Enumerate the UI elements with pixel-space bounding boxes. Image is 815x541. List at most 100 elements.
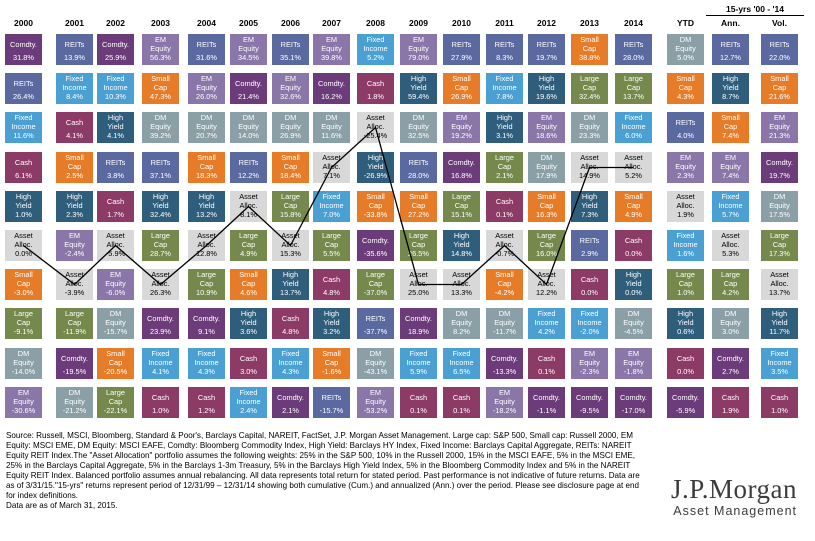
cell-value: 6.0% <box>625 131 642 141</box>
cell-2006-large-cap: Large Cap 15.8% <box>272 191 309 222</box>
cell-label: Asset Alloc. <box>106 231 125 249</box>
cell-2003-large-cap: Large Cap 28.7% <box>142 230 179 261</box>
cell-value: -11.9% <box>63 327 86 337</box>
cell-value: 3.0% <box>722 327 739 337</box>
cell-label: EM Equity <box>105 270 126 288</box>
cell-value: 4.2% <box>538 327 555 337</box>
cell-label: EM Equity <box>408 35 429 53</box>
cell-value: -9.1% <box>13 327 34 337</box>
cell-label: Asset Alloc. <box>151 270 170 288</box>
cell-label: DM Equity <box>536 153 557 171</box>
cell-label: Fixed Income <box>492 74 517 92</box>
cell-2010-large-cap: Large Cap 15.1% <box>443 191 480 222</box>
cell-2007-fixed-income: Fixed Income 7.0% <box>313 191 350 222</box>
cell-value: 4.1% <box>152 367 169 377</box>
cell-value: -13.3% <box>492 367 517 377</box>
cell-2004-asset-alloc: Asset Alloc. 12.8% <box>188 230 225 261</box>
cell-value: -18.2% <box>492 406 517 416</box>
cell-2011-dm-equity: DM Equity -11.7% <box>486 308 523 339</box>
cell-label: Asset Alloc. <box>409 270 428 288</box>
cell-label: Cash <box>495 197 514 206</box>
cell-label: REITs <box>536 40 557 49</box>
cell-2005-asset-alloc: Asset Alloc. 8.1% <box>230 191 267 222</box>
cell-value: -1.8% <box>623 367 644 377</box>
cell-value: -37.7% <box>363 327 388 337</box>
cell-label: EM Equity <box>536 113 557 131</box>
cell-label: DM Equity <box>579 113 600 131</box>
cell-2007-asset-alloc: Asset Alloc. 7.1% <box>313 152 350 183</box>
cell-value: 26.5% <box>408 249 429 259</box>
cell-label: REITs <box>13 79 34 88</box>
cell-label: High Yield <box>282 270 299 288</box>
cell-label: Fixed Income <box>62 74 87 92</box>
cell-value: 35.1% <box>280 53 301 63</box>
cell-2002-dm-equity: DM Equity -15.7% <box>97 308 134 339</box>
cell-label: DM Equity <box>64 388 85 406</box>
cell-2008-large-cap: Large Cap -37.0% <box>357 269 394 300</box>
cell-2001-reits: REITs 13.9% <box>56 34 93 65</box>
cell-label: REITs <box>675 118 696 127</box>
cell-vol.-asset-alloc: Asset Alloc. 13.7% <box>761 269 798 300</box>
cell-label: EM Equity <box>13 388 34 406</box>
header-2014: 2014 <box>624 18 643 28</box>
cell-2000-em-equity: EM Equity -30.6% <box>5 387 42 418</box>
cell-value: 4.9% <box>625 210 642 220</box>
cell-value: 18.4% <box>280 171 301 181</box>
cell-2011-reits: REITs 8.3% <box>486 34 523 65</box>
cell-label: Large Cap <box>770 231 789 249</box>
cell-value: 4.3% <box>677 92 694 102</box>
cell-value: 11.6% <box>13 131 34 141</box>
cell-value: 28.0% <box>408 171 429 181</box>
cell-value: 2.3% <box>66 210 83 220</box>
cell-2013-fixed-income: Fixed Income -2.0% <box>571 308 608 339</box>
cell-value: 15.1% <box>451 210 472 220</box>
cell-value: 5.0% <box>677 53 694 63</box>
cell-2009-comdty: Comdty. 18.9% <box>400 308 437 339</box>
cell-label: High Yield <box>625 270 642 288</box>
cell-ytd-reits: REITs 4.0% <box>667 112 704 143</box>
cell-value: 21.4% <box>238 92 259 102</box>
cell-label: Fixed Income <box>236 388 261 406</box>
cell-label: DM Equity <box>105 309 126 327</box>
cell-value: 25.0% <box>408 288 429 298</box>
cell-2013-large-cap: Large Cap 32.4% <box>571 73 608 104</box>
cell-label: Small Cap <box>409 192 428 210</box>
cell-label: High Yield <box>677 309 694 327</box>
cell-label: Comdty. <box>576 393 603 402</box>
cell-2012-comdty: Comdty. -1.1% <box>528 387 565 418</box>
cell-value: 15.8% <box>280 210 301 220</box>
header-2013: 2013 <box>580 18 599 28</box>
cell-2000-asset-alloc: Asset Alloc. 0.0% <box>5 230 42 261</box>
cell-2004-fixed-income: Fixed Income 4.3% <box>188 348 225 379</box>
logo-subtitle: Asset Management <box>673 504 797 518</box>
cell-label: High Yield <box>538 74 555 92</box>
cell-2001-small-cap: Small Cap 2.5% <box>56 152 93 183</box>
header-2002: 2002 <box>106 18 125 28</box>
cell-2007-large-cap: Large Cap 5.5% <box>313 230 350 261</box>
cell-label: EM Equity <box>720 153 741 171</box>
cell-2006-reits: REITs 35.1% <box>272 34 309 65</box>
cell-label: Comdty. <box>766 158 793 167</box>
cell-label: Cash <box>151 393 170 402</box>
cell-label: Asset Alloc. <box>624 153 643 171</box>
cell-value: 3.8% <box>107 171 124 181</box>
cell-label: Comdty. <box>491 354 518 363</box>
cell-label: High Yield <box>15 192 32 210</box>
cell-ann.-em-equity: EM Equity 7.4% <box>712 152 749 183</box>
cell-value: 21.3% <box>769 131 790 141</box>
cell-label: DM Equity <box>280 113 301 131</box>
cell-value: 12.8% <box>196 249 217 259</box>
cell-value: 79.0% <box>408 53 429 63</box>
cell-label: Small Cap <box>580 35 599 53</box>
cell-2001-asset-alloc: Asset Alloc. -3.9% <box>56 269 93 300</box>
cell-value: 21.6% <box>769 92 790 102</box>
cell-2013-cash: Cash 0.0% <box>571 269 608 300</box>
cell-label: Comdty. <box>147 314 174 323</box>
cell-2014-em-equity: EM Equity -1.8% <box>615 348 652 379</box>
cell-label: Large Cap <box>537 231 556 249</box>
cell-value: -3.9% <box>64 288 85 298</box>
cell-value: 1.0% <box>15 210 32 220</box>
cell-label: Small Cap <box>366 192 385 210</box>
cell-value: 4.8% <box>323 288 340 298</box>
cell-2004-small-cap: Small Cap 18.3% <box>188 152 225 183</box>
